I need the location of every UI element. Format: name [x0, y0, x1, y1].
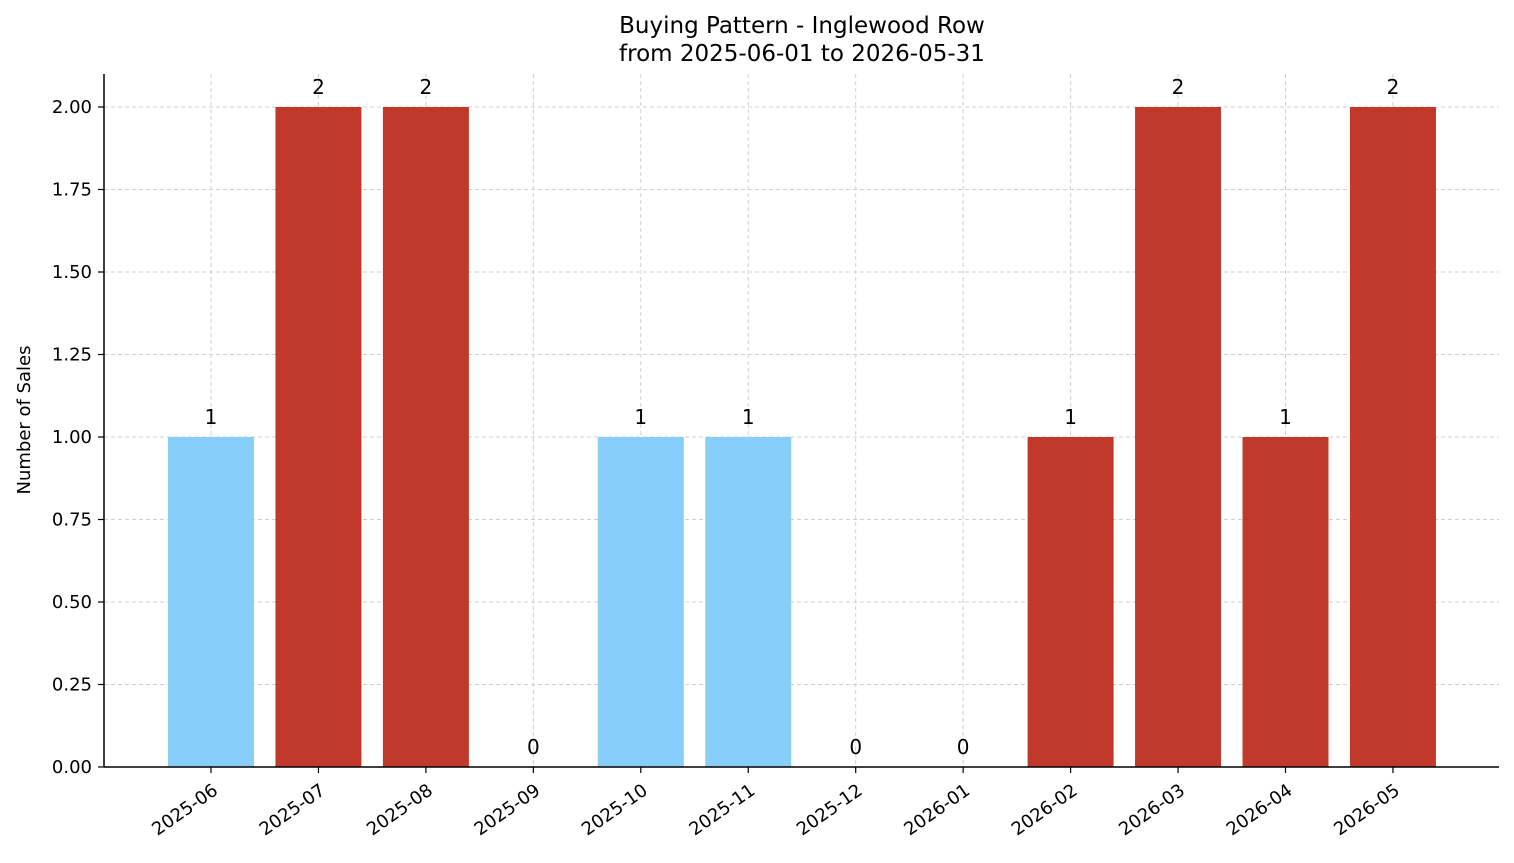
bar-value-label: 2 [420, 75, 433, 99]
y-tick-label: 1.25 [52, 345, 92, 366]
bar-value-label: 0 [527, 735, 540, 759]
y-tick-label: 1.50 [52, 262, 92, 283]
y-tick-label: 1.75 [52, 180, 92, 201]
x-tick-label: 2026-01 [900, 780, 974, 840]
x-tick-label: 2025-11 [685, 780, 759, 840]
bar-value-label: 2 [1387, 75, 1400, 99]
bar [382, 107, 469, 767]
y-tick-label: 0.50 [52, 592, 92, 613]
bar [1135, 107, 1222, 767]
bar [597, 437, 684, 767]
bar [275, 107, 362, 767]
bar [1027, 437, 1114, 767]
x-tick-label: 2026-03 [1115, 780, 1189, 840]
x-tick-label: 2026-02 [1008, 780, 1082, 840]
bar-value-label: 2 [312, 75, 325, 99]
y-tick-label: 2.00 [52, 97, 92, 118]
bar-value-label: 1 [742, 405, 755, 429]
y-tick-label: 1.00 [52, 427, 92, 448]
y-tick-label: 0.75 [52, 510, 92, 531]
bar-value-label: 2 [1172, 75, 1185, 99]
x-tick-label: 2025-12 [793, 780, 867, 840]
bar-value-label: 1 [1279, 405, 1292, 429]
x-tick-label: 2026-05 [1330, 780, 1404, 840]
x-tick-label: 2025-10 [578, 780, 652, 840]
x-tick-label: 2025-08 [363, 780, 437, 840]
x-tick-label: 2026-04 [1223, 780, 1297, 840]
bar [1349, 107, 1436, 767]
bar [1242, 437, 1329, 767]
x-tick-label: 2025-09 [471, 780, 545, 840]
bar [168, 437, 254, 767]
bar-value-label: 0 [849, 735, 862, 759]
y-axis-label: Number of Sales [14, 345, 35, 494]
bar-value-label: 1 [205, 405, 218, 429]
x-tick-label: 2025-06 [148, 780, 222, 840]
chart-subtitle: from 2025-06-01 to 2026-05-31 [619, 41, 985, 67]
chart-title: Buying Pattern - Inglewood Row [619, 13, 985, 39]
x-tick-label: 2025-07 [256, 780, 330, 840]
bar [705, 437, 792, 767]
y-tick-label: 0.25 [52, 675, 92, 696]
bars [168, 107, 1436, 767]
y-tick-label: 0.00 [52, 757, 92, 778]
bar-value-label: 0 [957, 735, 970, 759]
axes [98, 74, 1499, 773]
bar-value-label: 1 [634, 405, 647, 429]
bar-value-label: 1 [1064, 405, 1077, 429]
